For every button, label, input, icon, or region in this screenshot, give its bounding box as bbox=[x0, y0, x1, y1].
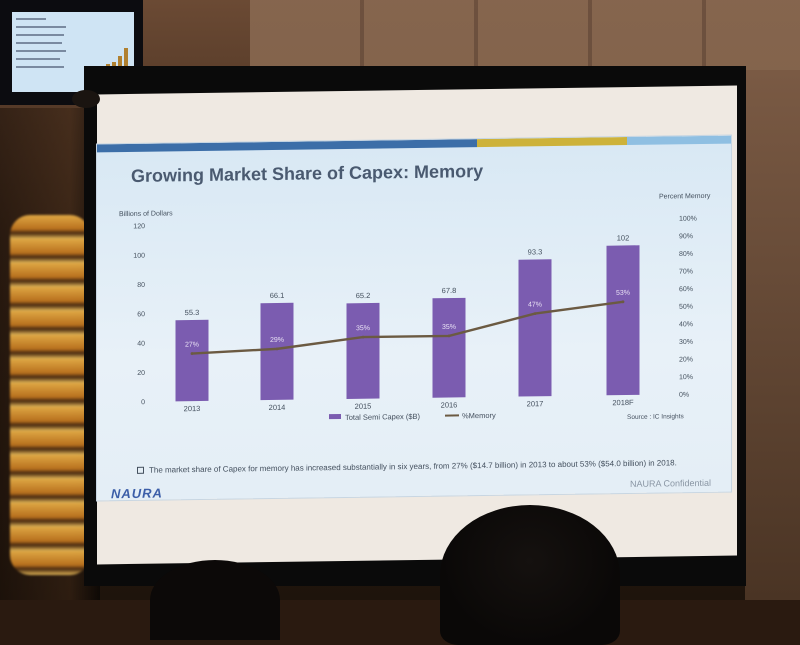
y-tick-label: 120 bbox=[133, 223, 145, 230]
y-tick-label: 60 bbox=[137, 311, 145, 318]
legend-label-bar: Total Semi Capex ($B) bbox=[345, 412, 421, 422]
y2-tick-label: 50% bbox=[679, 304, 693, 311]
x-tick-label: 2013 bbox=[184, 404, 201, 413]
x-tick-label: 2017 bbox=[527, 399, 544, 408]
capex-bar bbox=[607, 245, 640, 395]
projected-slide: Growing Market Share of Capex: Memory Bi… bbox=[97, 136, 731, 501]
source-note: Source : IC Insights bbox=[627, 413, 684, 421]
naura-logo: NAURA bbox=[111, 486, 163, 501]
capex-bar bbox=[261, 303, 294, 400]
memory-share-line bbox=[192, 302, 623, 354]
capex-bar-label: 55.3 bbox=[185, 308, 200, 317]
memory-share-label: 35% bbox=[356, 325, 370, 332]
capex-bar-label: 102 bbox=[617, 233, 630, 242]
capex-bar bbox=[433, 298, 466, 398]
x-tick-label: 2015 bbox=[355, 402, 372, 411]
capex-bar-label: 93.3 bbox=[528, 247, 543, 256]
audience-head-large bbox=[440, 505, 620, 645]
y2-tick-label: 100% bbox=[679, 216, 697, 223]
confidential-label: NAURA Confidential bbox=[630, 478, 711, 489]
y2-tick-label: 40% bbox=[679, 321, 693, 328]
capex-bar bbox=[519, 259, 552, 396]
wall-right bbox=[745, 70, 800, 600]
audience-head-small bbox=[72, 90, 100, 108]
legend-swatch-bar bbox=[329, 414, 341, 419]
memory-share-label: 29% bbox=[270, 337, 284, 344]
chandelier bbox=[10, 215, 90, 575]
y-tick-label: 80 bbox=[137, 282, 145, 289]
y-tick-label: 100 bbox=[133, 253, 145, 260]
x-tick-label: 2014 bbox=[269, 403, 286, 412]
y-axis-label: Billions of Dollars bbox=[119, 210, 173, 218]
capex-bar bbox=[347, 303, 380, 399]
y2-tick-label: 80% bbox=[679, 251, 693, 258]
y2-tick-label: 90% bbox=[679, 233, 693, 240]
y-tick-label: 0 bbox=[141, 399, 145, 406]
memory-share-label: 47% bbox=[528, 301, 542, 308]
y2-tick-label: 10% bbox=[679, 374, 693, 381]
memory-share-label: 35% bbox=[442, 324, 456, 331]
capex-chart: Billions of Dollars Percent Memory 0 20 40… bbox=[97, 136, 731, 501]
y2-tick-label: 30% bbox=[679, 339, 693, 346]
bullet-marker bbox=[137, 467, 144, 474]
y2-tick-label: 20% bbox=[679, 356, 693, 363]
legend-label-line: %Memory bbox=[462, 411, 496, 420]
capex-bar-label: 66.1 bbox=[270, 291, 285, 300]
y-tick-label: 40 bbox=[137, 341, 145, 348]
y2-tick-label: 0% bbox=[679, 392, 689, 399]
memory-share-label: 53% bbox=[616, 290, 630, 297]
capex-bar bbox=[176, 320, 209, 402]
y2-axis-label: Percent Memory bbox=[659, 193, 711, 201]
capex-bar-label: 67.8 bbox=[442, 286, 457, 295]
y2-tick-label: 70% bbox=[679, 268, 693, 275]
memory-share-label: 27% bbox=[185, 341, 199, 348]
audience-head bbox=[150, 560, 280, 640]
y2-tick-label: 60% bbox=[679, 286, 693, 293]
x-tick-label: 2018F bbox=[612, 398, 634, 407]
x-tick-label: 2016 bbox=[441, 400, 458, 409]
y-tick-label: 20 bbox=[137, 370, 145, 377]
capex-bar-label: 65.2 bbox=[356, 291, 371, 300]
